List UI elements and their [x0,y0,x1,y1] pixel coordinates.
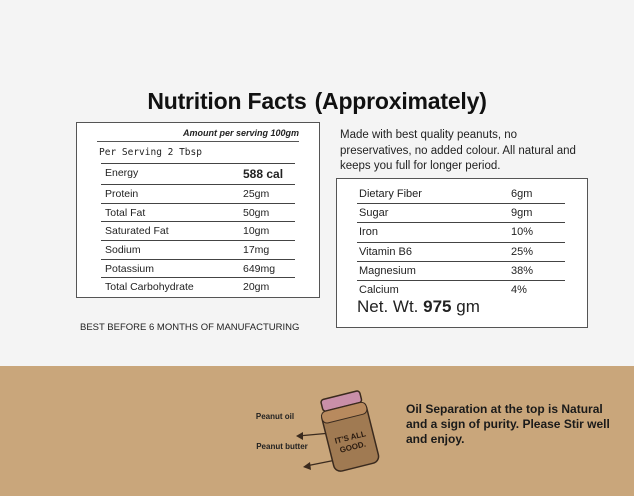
product-description: Made with best quality peanuts, no prese… [340,129,576,172]
nutrient-name: Total Fat [105,206,146,219]
peanut-oil-label: Peanut oil [255,412,295,421]
nutrient-name: Iron [359,226,378,239]
net-weight-prefix: Net. Wt. [357,297,419,316]
table-row: Energy 588 cal [101,163,295,185]
nutrient-value: 9gm [511,207,533,220]
nutrition-title: Nutrition Facts (Approximately) [0,88,634,115]
nutrient-table-right: Dietary Fiber 6gm Sugar 9gm Iron 10% Vitami… [357,185,565,299]
butter-arrow-head [303,462,311,470]
nutrition-panel-right: Dietary Fiber 6gm Sugar 9gm Iron 10% Vitami… [336,178,588,328]
nutrition-panel-left: Amount per serving 100gm Per Serving 2 T… [76,122,320,298]
nutrient-value: 649mg [243,262,276,275]
nutrient-name: Dietary Fiber [359,188,422,200]
nutrient-value: 25% [511,245,534,258]
serving-size-label: Per Serving 2 Tbsp [99,147,202,158]
nutrient-name: Magnesium [359,264,416,277]
peanut-butter-label: Peanut butter [256,442,308,451]
title-main: Nutrition Facts [147,88,307,114]
oil-arrow-head [296,432,303,440]
oil-separation-note: Oil Separation at the top is Natural and… [406,402,610,446]
amount-per-serving-label: Amount per serving 100gm [182,128,299,138]
table-row: Total Fat 50gm [101,204,295,223]
nutrient-value: 50gm [243,206,270,219]
divider [97,141,299,142]
oil-layer [320,401,368,424]
nutrient-name: Calcium [359,283,399,296]
nutrient-value: 20gm [243,281,270,294]
nutrient-value: 4% [511,283,527,296]
nutrient-name: Energy [105,167,139,179]
table-row: Saturated Fat 10gm [101,222,295,242]
nutrient-name: Saturated Fat [105,225,169,238]
title-sub: (Approximately) [314,88,487,114]
net-weight-unit: gm [456,297,480,316]
nutrient-value: 10% [511,226,534,239]
table-row: Vitamin B6 25% [357,243,565,262]
nutrient-value: 38% [511,264,534,277]
table-row: Iron 10% [357,223,565,243]
net-weight-value: 975 [423,297,452,316]
nutrient-name: Protein [105,188,139,200]
nutrient-value: 6gm [511,188,533,200]
table-row: Calcium 4% [357,281,565,299]
net-weight: Net. Wt. 975 gm [357,297,480,317]
nutrient-name: Vitamin B6 [359,245,412,258]
peanut-butter-jar-icon: IT'S ALL GOOD. [296,390,380,472]
table-row: Magnesium 38% [357,262,565,281]
table-row: Sugar 9gm [357,204,565,224]
nutrient-value: 25gm [243,188,270,200]
table-row: Dietary Fiber 6gm [357,185,565,205]
nutrient-name: Sodium [105,244,141,257]
nutrient-name: Total Carbohydrate [105,281,194,294]
table-row: Total Carbohydrate 20gm [101,278,295,296]
nutrient-value: 588 cal [243,167,284,181]
nutrient-table-left: Energy 588 cal Protein 25gm Total Fat 50gm … [101,163,295,296]
nutrient-value: 10gm [243,225,270,238]
nutrient-name: Sugar [359,207,389,220]
storage-note-band: Peanut oil Peanut butter IT'S ALL GOOD. … [0,366,634,496]
table-row: Potassium 649mg [101,260,295,279]
nutrient-value: 17mg [243,244,270,257]
table-row: Protein 25gm [101,185,295,204]
nutrient-name: Potassium [105,262,155,275]
table-row: Sodium 17mg [101,241,295,260]
best-before-text: BEST BEFORE 6 MONTHS OF MANUFACTURING [80,322,300,333]
